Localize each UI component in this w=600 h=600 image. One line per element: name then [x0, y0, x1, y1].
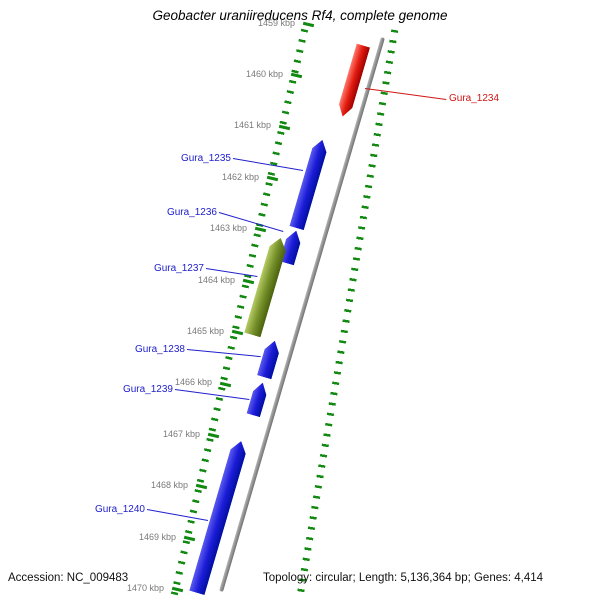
gene-arrow-Gura_1238[interactable]	[257, 339, 282, 380]
status-accession: Accession: NC_009483	[8, 572, 129, 584]
gene-label-Gura_1236[interactable]: Gura_1236	[166, 207, 217, 218]
ruler-tick-label: 1460 kbp	[245, 69, 283, 79]
gene-label-Gura_1235[interactable]: Gura_1235	[180, 153, 231, 164]
ruler-tick-label: 1466 kbp	[174, 377, 212, 387]
leader-line-Gura_1240	[146, 509, 209, 521]
ruler-tick-label: 1470 kbp	[126, 583, 164, 593]
gene-arrow-Gura_1235[interactable]	[289, 138, 329, 231]
ruler-tick-label: 1465 kbp	[186, 326, 224, 336]
genome-title: Geobacter uraniireducens Rf4, complete g…	[152, 8, 448, 23]
ruler-tick-label: 1464 kbp	[197, 275, 235, 285]
ruler-tick-label: 1469 kbp	[138, 532, 176, 542]
ruler-tick-label: 1461 kbp	[233, 120, 271, 130]
ruler-tick-label: 1459 kbp	[257, 18, 295, 28]
gene-label-Gura_1238[interactable]: Gura_1238	[134, 344, 185, 355]
outer-ruler-dashed-arc	[296, 29, 399, 596]
leader-line-Gura_1234	[364, 88, 447, 100]
gene-label-Gura_1234[interactable]: Gura_1234	[449, 93, 500, 104]
leader-line-Gura_1238	[186, 349, 261, 358]
gene-arrow-Gura_1239[interactable]	[247, 381, 270, 418]
gene-label-Gura_1239[interactable]: Gura_1239	[122, 384, 173, 395]
inner-ruler-dashed-arc	[170, 28, 309, 596]
ruler-tick-label: 1463 kbp	[209, 223, 247, 233]
gene-label-Gura_1237[interactable]: Gura_1237	[153, 263, 204, 274]
ruler-tick-label: 1462 kbp	[221, 172, 259, 182]
leader-line-Gura_1239	[174, 389, 250, 401]
gene-arrow-Gura_1234[interactable]	[336, 44, 370, 119]
status-topology: Topology: circular; Length: 5,136,364 bp…	[263, 572, 544, 584]
ruler-tick-label: 1467 kbp	[162, 429, 200, 439]
gene-label-Gura_1240[interactable]: Gura_1240	[94, 504, 145, 515]
ruler-tick-label: 1468 kbp	[150, 480, 188, 490]
